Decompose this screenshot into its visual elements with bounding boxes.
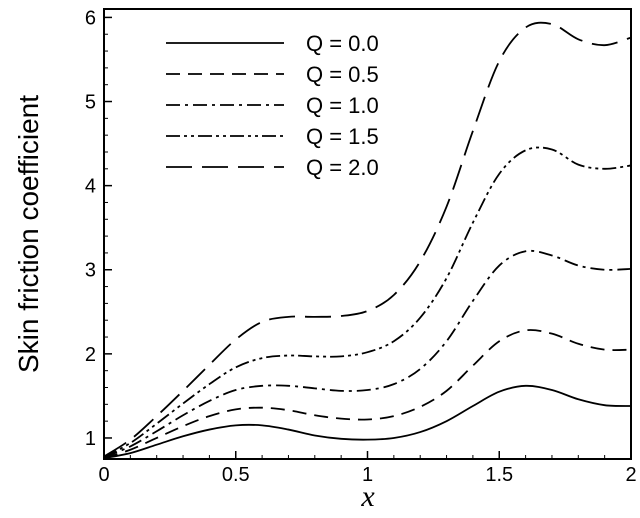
legend-label: Q = 1.0 [306,93,379,118]
legend-label: Q = 1.5 [306,124,379,149]
y-tick-label: 6 [85,7,96,29]
series-line-q2 [103,249,632,459]
x-tick-label: 1 [362,464,373,486]
y-axis-label: Skin friction coefficient [13,95,44,373]
x-tick-label: 2 [625,464,636,486]
axes: 0 0.5 1 1.5 2 1 2 3 4 5 6 [85,7,637,486]
y-tick-label: 3 [85,260,96,282]
x-tick-label: 0.5 [222,464,250,486]
x-axis-label: x [360,480,375,513]
series-line-q0 [103,384,632,460]
y-tick-label: 2 [85,344,96,366]
legend-label: Q = 0.0 [306,31,379,56]
legend-label: Q = 2.0 [306,155,379,180]
y-tick-label: 5 [85,92,96,114]
x-tick-label: 1.5 [485,464,513,486]
y-tick-label: 1 [85,428,96,450]
legend-label: Q = 0.5 [306,62,379,87]
x-tick-label: 0 [98,464,109,486]
series-line-q1 [103,329,632,460]
legend: Q = 0.0 Q = 0.5 Q = 1.0 Q = 1.5 Q = 2.0 [166,31,379,180]
series-line-q3 [103,146,632,459]
series-line-q4 [103,21,632,458]
y-tick-label: 4 [85,176,96,198]
plot-area [103,21,632,460]
